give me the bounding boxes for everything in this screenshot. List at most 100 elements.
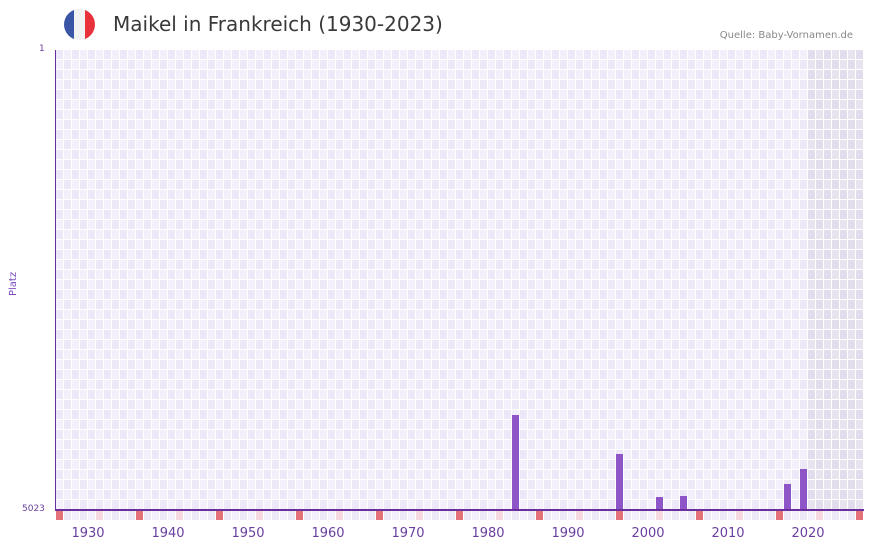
bar-2006[interactable] (680, 496, 687, 510)
grid-cell (496, 200, 504, 210)
grid-cell (264, 420, 272, 430)
grid-cell (512, 360, 520, 370)
grid-cell (272, 80, 280, 90)
grid-cell (856, 440, 864, 450)
grid-cell (552, 370, 560, 380)
grid-cell (840, 410, 848, 420)
grid-cell (720, 480, 728, 490)
grid-cell (824, 390, 832, 400)
grid-cell (136, 290, 144, 300)
grid-cell (824, 340, 832, 350)
grid-cell (216, 250, 224, 260)
grid-cell (176, 110, 184, 120)
grid-cell (688, 140, 696, 150)
grid-cell (200, 290, 208, 300)
grid-cell (560, 390, 568, 400)
grid-cell (704, 110, 712, 120)
grid-cell (368, 330, 376, 340)
grid-cell (688, 350, 696, 360)
x-label: 2010 (711, 526, 745, 541)
grid-cell (784, 110, 792, 120)
grid-cell (512, 70, 520, 80)
grid-cell (464, 240, 472, 250)
grid-cell (512, 340, 520, 350)
grid-cell (160, 380, 168, 390)
grid-cell (456, 360, 464, 370)
grid-cell (832, 60, 840, 70)
grid-cell (752, 440, 760, 450)
grid-cell (168, 370, 176, 380)
grid-cell (160, 170, 168, 180)
grid-cell (112, 250, 120, 260)
grid-cell (752, 410, 760, 420)
grid-cell (168, 480, 176, 490)
grid-cell (816, 150, 824, 160)
grid-cell (736, 100, 744, 110)
grid-cell (232, 260, 240, 270)
grid-cell (128, 180, 136, 190)
grid-cell (664, 120, 672, 130)
bar-2021[interactable] (800, 469, 807, 510)
grid-cell (128, 400, 136, 410)
grid-cell (856, 190, 864, 200)
grid-cell (528, 400, 536, 410)
grid-cell (608, 80, 616, 90)
grid-cell (848, 210, 856, 220)
year-tick (224, 511, 231, 520)
source-link[interactable]: Quelle: Baby-Vornamen.de (719, 30, 853, 41)
grid-cell (432, 370, 440, 380)
grid-cell (848, 380, 856, 390)
grid-cell (288, 370, 296, 380)
bar-2003[interactable] (656, 497, 663, 510)
grid-cell (680, 250, 688, 260)
grid-cell (360, 450, 368, 460)
grid-cell (248, 310, 256, 320)
grid-cell (296, 370, 304, 380)
grid-cell (216, 290, 224, 300)
grid-cell (320, 70, 328, 80)
grid-cell (320, 430, 328, 440)
grid-cell (392, 90, 400, 100)
grid-cell (312, 220, 320, 230)
bar-2019[interactable] (784, 484, 791, 510)
grid-cell (304, 450, 312, 460)
grid-cell (624, 170, 632, 180)
grid-cell (240, 60, 248, 70)
grid-cell (696, 170, 704, 180)
grid-cell (592, 400, 600, 410)
grid-cell (64, 130, 72, 140)
grid-cell (856, 290, 864, 300)
grid-cell (560, 400, 568, 410)
year-tick (296, 511, 303, 520)
grid-cell (104, 80, 112, 90)
grid-cell (744, 300, 752, 310)
grid-cell (656, 190, 664, 200)
grid-cell (376, 330, 384, 340)
bar-1998[interactable] (616, 454, 623, 510)
grid-cell (816, 310, 824, 320)
grid-cell (624, 210, 632, 220)
grid-cell (304, 370, 312, 380)
grid-cell (448, 220, 456, 230)
grid-cell (568, 120, 576, 130)
grid-cell (472, 200, 480, 210)
grid-cell (464, 400, 472, 410)
grid-cell (80, 320, 88, 330)
grid-cell (256, 70, 264, 80)
grid-cell (472, 260, 480, 270)
grid-cell (784, 400, 792, 410)
grid-cell (400, 230, 408, 240)
grid-cell (664, 60, 672, 70)
grid-cell (296, 240, 304, 250)
grid-cell (248, 170, 256, 180)
grid-cell (384, 90, 392, 100)
grid-cell (312, 160, 320, 170)
bar-1985[interactable] (512, 415, 519, 510)
grid-cell (664, 360, 672, 370)
grid-cell (720, 120, 728, 130)
grid-cell (368, 310, 376, 320)
grid-cell (544, 410, 552, 420)
grid-cell (104, 260, 112, 270)
grid-cell (80, 430, 88, 440)
grid-cell (528, 440, 536, 450)
